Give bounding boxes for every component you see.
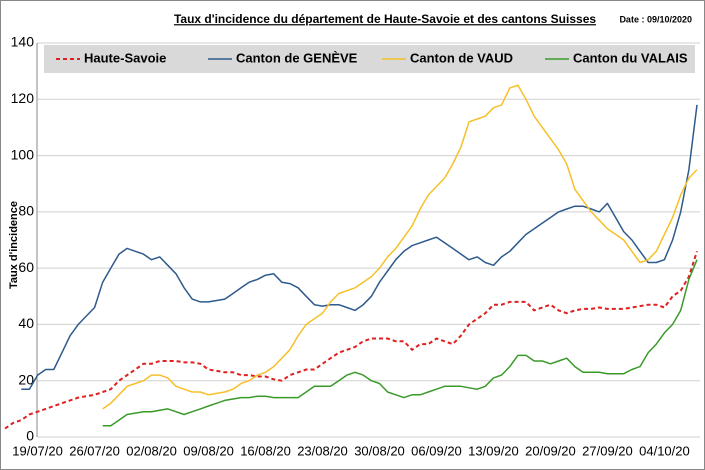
x-tick-label: 19/07/20 <box>12 443 63 458</box>
x-tick-label: 04/10/20 <box>639 443 690 458</box>
chart-title: Taux d'incidence du département de Haute… <box>174 12 596 26</box>
series-line <box>102 84 698 410</box>
legend-box <box>44 45 695 73</box>
x-tick-label: 02/08/20 <box>126 443 177 458</box>
x-tick-label: 26/07/20 <box>69 443 120 458</box>
y-tick-label: 40 <box>18 315 34 331</box>
series-line <box>102 259 698 427</box>
x-tick-label: 20/09/20 <box>525 443 576 458</box>
x-tick-label: 06/09/20 <box>411 443 462 458</box>
series-line <box>4 250 698 430</box>
y-tick-label: 0 <box>26 428 34 444</box>
x-tick-label: 16/08/20 <box>240 443 291 458</box>
y-tick-label: 100 <box>11 146 35 162</box>
y-tick-label: 80 <box>18 203 34 219</box>
x-tick-label: 23/08/20 <box>297 443 348 458</box>
date-note: Date : 09/10/2020 <box>619 14 692 24</box>
x-tick-label: 09/08/20 <box>183 443 234 458</box>
y-axis-label: Taux d'incidence <box>8 201 20 289</box>
y-tick-label: 120 <box>11 90 35 106</box>
y-tick-label: 20 <box>18 371 34 387</box>
x-tick-label: 30/08/20 <box>354 443 405 458</box>
series-line <box>21 104 698 390</box>
y-tick-label: 140 <box>11 34 35 50</box>
legend-label: Canton du VALAIS <box>573 50 688 65</box>
legend-label: Haute-Savoie <box>84 50 166 65</box>
x-tick-label: 13/09/20 <box>468 443 519 458</box>
legend-label: Canton de GENÈVE <box>236 50 358 65</box>
y-tick-label: 60 <box>18 259 34 275</box>
x-tick-label: 27/09/20 <box>582 443 633 458</box>
legend-label: Canton de VAUD <box>410 50 513 65</box>
